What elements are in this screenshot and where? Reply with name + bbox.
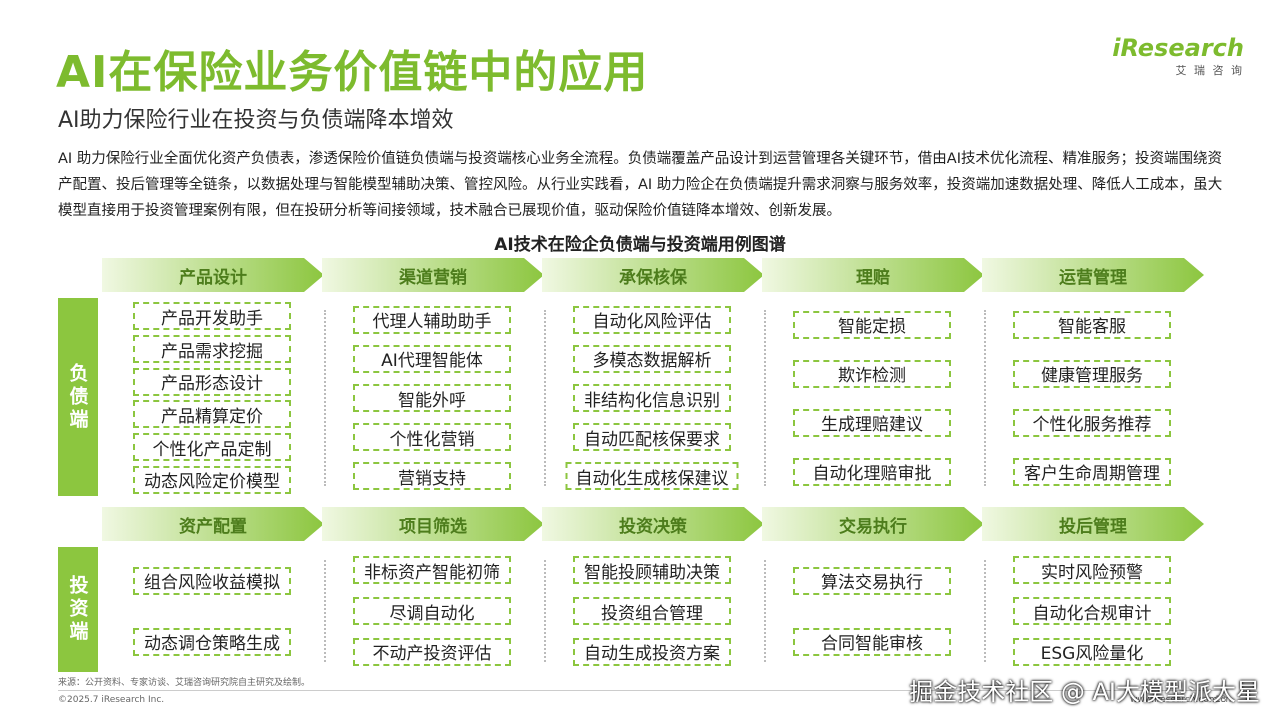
stage-header: 承保核保 (542, 258, 764, 292)
use-case: 个性化营销 (353, 423, 511, 452)
page-number: 13 (1215, 695, 1227, 705)
separator (764, 310, 766, 486)
stage-header: 项目筛选 (322, 507, 544, 541)
footer-rule (58, 690, 1222, 691)
subtitle: AI助力保险行业在投资与负债端降本增效 (58, 108, 454, 133)
stage-header: 资产配置 (102, 507, 324, 541)
use-case: 不动产投资评估 (353, 637, 511, 666)
separator (324, 560, 326, 662)
use-case: 产品精算定价 (133, 400, 291, 429)
use-case: 产品形态设计 (133, 367, 291, 396)
logo: iResearch 艾 瑞 咨 询 (1112, 34, 1244, 78)
stage-header: 投资决策 (542, 507, 764, 541)
logo-brand: iResearch (1112, 34, 1244, 62)
use-case: 自动化理赔审批 (793, 457, 951, 486)
use-case: 自动化风险评估 (573, 305, 731, 334)
use-case: 动态风险定价模型 (133, 465, 291, 494)
use-case: 智能定损 (793, 310, 951, 339)
use-case: 实时风险预警 (1013, 556, 1171, 585)
section-label: 负债端 (58, 298, 98, 496)
use-case: 生成理赔建议 (793, 408, 951, 437)
separator (764, 560, 766, 662)
use-case: 尽调自动化 (353, 597, 511, 625)
use-case: 欺诈检测 (793, 359, 951, 388)
stage-header: 交易执行 (762, 507, 984, 541)
use-case: ESG风险量化 (1013, 637, 1171, 666)
use-case: 个性化产品定制 (133, 433, 291, 461)
use-case: 动态调仓策略生成 (133, 627, 291, 656)
use-case: 产品开发助手 (133, 302, 291, 331)
separator (324, 310, 326, 486)
use-case: 健康管理服务 (1013, 359, 1171, 388)
use-case: 自动生成投资方案 (573, 637, 731, 666)
use-case: 个性化服务推荐 (1013, 408, 1171, 437)
source: 来源：公开资料、专家访谈、艾瑞咨询研究院自主研究及绘制。 (58, 678, 311, 688)
stage-header: 理赔 (762, 258, 984, 292)
use-case: 非结构化信息识别 (573, 384, 731, 412)
use-case: 智能外呼 (353, 384, 511, 412)
separator (984, 560, 986, 662)
use-case: AI代理智能体 (353, 344, 511, 373)
use-case: 智能客服 (1013, 310, 1171, 339)
diagram-title: AI技术在险企负债端与投资端用例图谱 (494, 235, 786, 255)
stage-header: 投后管理 (982, 507, 1204, 541)
use-case: 营销支持 (353, 462, 511, 491)
use-case: 合同智能审核 (793, 627, 951, 656)
paragraph: AI 助力保险行业全面优化资产负债表，渗透保险价值链负债端与投资端核心业务全流程… (58, 151, 1223, 219)
use-case: 产品需求挖掘 (133, 335, 291, 363)
use-case: 多模态数据解析 (573, 344, 731, 373)
separator (544, 310, 546, 486)
section-label: 投资端 (58, 547, 98, 672)
use-case: 投资组合管理 (573, 597, 731, 625)
copyright: ©2025.7 iResearch Inc. (58, 695, 165, 705)
stage-header: 渠道营销 (322, 258, 544, 292)
separator (984, 310, 986, 486)
separator (544, 560, 546, 662)
title: AI在保险业务价值链中的应用 (56, 47, 649, 98)
stage-header: 运营管理 (982, 258, 1204, 292)
use-case: 代理人辅助助手 (353, 305, 511, 334)
logo-tagline: 艾 瑞 咨 询 (1175, 64, 1244, 77)
stage-header: 产品设计 (102, 258, 324, 292)
watermark: 掘金技术社区 @ AI大模型派大星 (909, 678, 1260, 706)
use-case: 智能投顾辅助决策 (573, 556, 731, 585)
url: www.iresearch.com.cn (1130, 695, 1232, 705)
use-case: 自动化生成核保建议 (565, 462, 739, 491)
use-case: 组合风险收益模拟 (133, 566, 291, 595)
use-case: 算法交易执行 (793, 566, 951, 595)
use-case: 自动匹配核保要求 (573, 423, 731, 452)
use-case: 非标资产智能初筛 (353, 556, 511, 585)
use-case: 自动化合规审计 (1013, 597, 1171, 625)
use-case: 客户生命周期管理 (1013, 457, 1171, 486)
